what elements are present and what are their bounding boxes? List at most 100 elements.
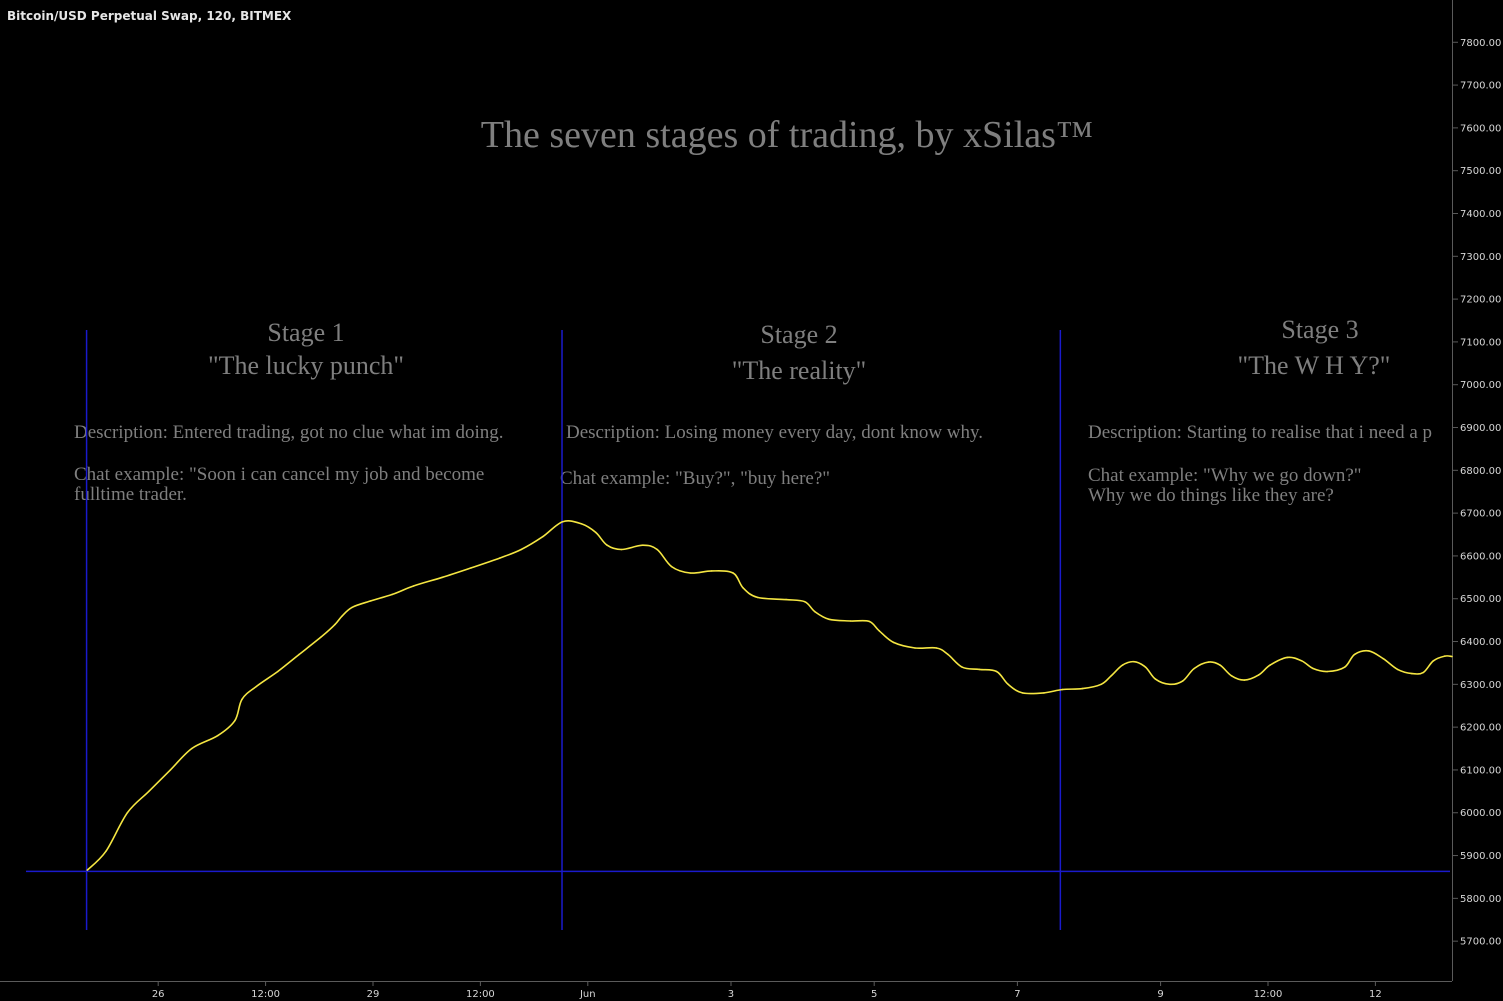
- price-point: [1043, 692, 1045, 694]
- price-point: [561, 520, 564, 523]
- x-tick-label: 12:00: [1254, 989, 1283, 1000]
- y-tick-label: 6700.00: [1460, 509, 1501, 520]
- price-point: [935, 647, 938, 649]
- y-tick-label: 7300.00: [1460, 252, 1501, 263]
- y-tick-label: 7200.00: [1460, 295, 1501, 306]
- price-point: [105, 850, 107, 853]
- price-point: [1286, 656, 1289, 659]
- stage-1-subtitle: "The lucky punch": [208, 351, 404, 380]
- y-tick-label: 6800.00: [1460, 466, 1501, 477]
- stage-2-subtitle: "The reality": [732, 356, 867, 385]
- y-tick-label: 6600.00: [1460, 551, 1501, 562]
- price-point: [961, 666, 964, 668]
- price-point: [1368, 650, 1370, 652]
- price-point: [828, 618, 830, 621]
- stage-3-subtitle: "The W H Y?": [1238, 351, 1391, 380]
- x-tick-label: 12:00: [251, 989, 280, 1000]
- price-point: [732, 572, 734, 574]
- x-tick-label: 12: [1369, 989, 1382, 1000]
- price-point: [1100, 683, 1102, 686]
- price-point: [319, 636, 322, 639]
- price-point: [1230, 675, 1233, 677]
- y-tick-label: 7700.00: [1460, 81, 1501, 92]
- price-point: [1219, 664, 1221, 666]
- price-point: [670, 565, 673, 568]
- price-point: [710, 570, 713, 572]
- price-point: [86, 869, 89, 871]
- symbol-title: Bitcoin/USD Perpetual Swap, 120, BITMEX: [7, 9, 292, 23]
- series-group: [86, 520, 1453, 871]
- stage-1-name: Stage 1: [267, 318, 344, 347]
- y-tick-label: 7600.00: [1460, 123, 1501, 134]
- price-point: [1154, 678, 1157, 680]
- price-point: [1300, 660, 1303, 662]
- price-point: [1021, 692, 1024, 694]
- price-point: [580, 523, 583, 525]
- price-point: [370, 600, 372, 602]
- price-point: [803, 600, 806, 603]
- y-tick-label: 5800.00: [1460, 894, 1501, 905]
- price-point: [785, 598, 787, 601]
- x-axis[interactable]: 26 12:00 29 12:00 Jun 3 5 7 9 12:00 12: [152, 982, 1382, 1000]
- price-point: [441, 576, 444, 579]
- price-point: [1422, 671, 1425, 674]
- stage-2-name: Stage 2: [760, 320, 837, 349]
- y-tick-label: 7400.00: [1460, 209, 1501, 220]
- price-point: [995, 670, 998, 673]
- price-point: [234, 719, 236, 722]
- y-tick-label: 6100.00: [1460, 765, 1501, 776]
- price-point: [1121, 664, 1124, 666]
- y-tick-label: 6400.00: [1460, 637, 1501, 648]
- stage-3-chat-line-1: Chat example: "Why we go down?": [1088, 465, 1362, 486]
- y-tick-label: 7500.00: [1460, 166, 1501, 177]
- x-tick-label: Jun: [579, 989, 596, 1000]
- price-point: [191, 747, 193, 750]
- price-point: [126, 811, 129, 814]
- price-point: [814, 610, 816, 613]
- y-tick-label: 6900.00: [1460, 423, 1501, 434]
- price-point: [914, 647, 916, 649]
- price-point: [1257, 674, 1260, 676]
- price-point: [947, 653, 949, 656]
- price-point: [689, 572, 691, 574]
- x-tick-label: 9: [1157, 989, 1163, 1000]
- y-tick-label: 6500.00: [1460, 594, 1501, 605]
- price-point: [298, 653, 301, 656]
- stage-3-chat-line-2: Why we do things like they are?: [1088, 485, 1334, 506]
- price-point: [868, 620, 870, 623]
- price-point: [391, 593, 394, 596]
- x-tick-label: 29: [367, 989, 380, 1000]
- price-point: [520, 548, 522, 551]
- stage-1-chat-line-1: Chat example: "Soon i can cancel my job …: [74, 464, 484, 485]
- price-point: [1133, 660, 1135, 663]
- price-point: [255, 685, 258, 688]
- price-point: [1243, 679, 1246, 681]
- stage-1-description: Description: Entered trading, got no clu…: [74, 422, 504, 443]
- stage-3-name: Stage 3: [1281, 315, 1358, 344]
- price-point: [241, 698, 243, 701]
- y-axis[interactable]: 7800.00 7700.00 7600.00 7500.00 7400.00 7300.…: [1453, 38, 1501, 948]
- stage-2-description: Description: Losing money every day, don…: [566, 422, 983, 443]
- price-point: [1326, 670, 1329, 673]
- price-point: [1193, 667, 1195, 670]
- price-point: [1269, 664, 1271, 666]
- y-tick-label: 7100.00: [1460, 337, 1501, 348]
- price-point: [1007, 683, 1009, 686]
- price-point: [413, 585, 415, 587]
- y-tick-label: 6200.00: [1460, 723, 1501, 734]
- price-point: [1411, 672, 1413, 675]
- price-point: [849, 620, 852, 622]
- price-point: [756, 596, 759, 599]
- price-point: [1343, 666, 1346, 668]
- price-point: [642, 544, 644, 546]
- price-point: [1169, 683, 1171, 686]
- price-point: [594, 531, 597, 534]
- y-tick-label: 6300.00: [1460, 680, 1501, 691]
- stage-1-chat-line-2: fulltime trader.: [74, 484, 187, 505]
- chart-title: The seven stages of trading, by xSilas™: [481, 114, 1093, 156]
- y-tick-label: 7800.00: [1460, 38, 1501, 49]
- price-point: [470, 567, 472, 569]
- price-point: [148, 790, 150, 793]
